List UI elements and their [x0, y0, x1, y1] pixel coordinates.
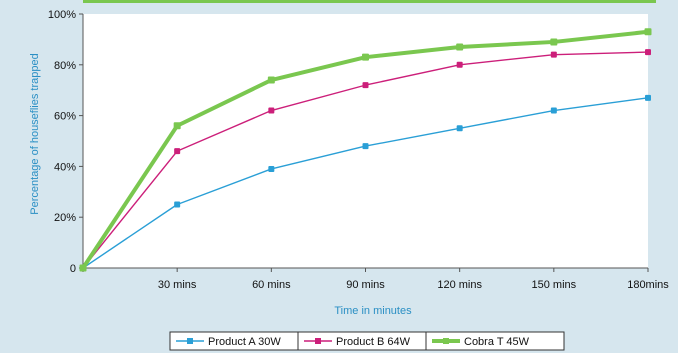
legend-swatch-marker [315, 338, 321, 344]
series-point [79, 264, 87, 272]
x-tick-label: 30 mins [158, 279, 197, 291]
x-tick-label: 120 mins [437, 279, 482, 291]
legend-box [425, 331, 565, 351]
y-axis-title: Percentage of houseflies trapped [29, 53, 41, 214]
series-point [550, 107, 557, 114]
series-point [362, 53, 369, 61]
series-point [174, 148, 181, 155]
series-point [645, 94, 651, 101]
series-point [456, 61, 463, 68]
series-point [645, 49, 651, 56]
series-point [268, 107, 275, 114]
legend-label: Product A 30W [208, 336, 281, 348]
y-tick-label: 60% [54, 111, 76, 123]
legend-label: Cobra T 45W [464, 336, 530, 348]
x-tick-label: 150 mins [532, 279, 577, 291]
legend-label: Product B 64W [336, 336, 411, 348]
legend-swatch-marker [443, 338, 449, 344]
series-point [644, 28, 652, 36]
series-point [173, 122, 181, 130]
series-layer [79, 28, 652, 272]
y-ticks: 0 20% 40% 60% 80% 100% [48, 9, 83, 275]
legend: Product A 30W Product B 64W Cobra T 45W [169, 331, 565, 351]
x-ticks: 30 mins 60 mins 90 mins 120 mins 150 mins 180… [82, 268, 669, 291]
y-tick-label: 100% [48, 9, 76, 21]
y-tick-label: 0 [70, 263, 76, 275]
series-point [268, 165, 275, 172]
series-point [362, 143, 369, 150]
y-tick-label: 40% [54, 161, 76, 173]
x-tick-label: 60 mins [252, 279, 291, 291]
series-point [456, 125, 463, 132]
series-point [550, 38, 558, 46]
y-tick-label: 20% [54, 212, 76, 224]
series-point [550, 51, 557, 58]
series-point [174, 201, 181, 208]
series-point [456, 43, 464, 51]
x-tick-label: 180mins [627, 279, 669, 291]
y-tick-label: 80% [54, 60, 76, 72]
legend-swatch-marker [187, 338, 193, 344]
top-accent-bar [83, 0, 656, 3]
series-point [362, 82, 369, 89]
x-tick-label: 90 mins [346, 279, 385, 291]
x-axis-title: Time in minutes [334, 305, 412, 317]
series-point [267, 76, 275, 84]
